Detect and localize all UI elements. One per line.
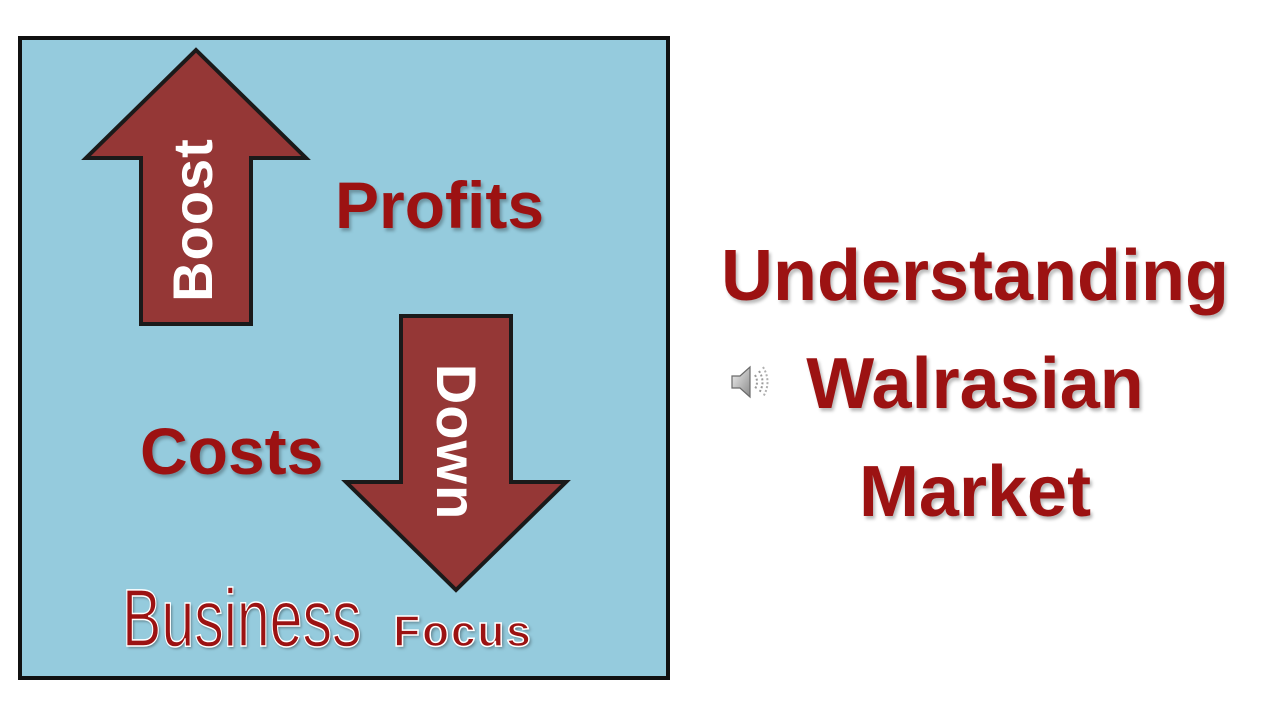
title-line-3: Market: [858, 452, 1092, 532]
title-line-1: Understanding: [720, 236, 1229, 316]
speaker-icon[interactable]: [728, 360, 772, 404]
business-focus-wordmark: Business Focus: [121, 573, 533, 664]
boost-label: Boost: [161, 138, 224, 302]
slide-title: Understanding Walrasian Market: [680, 222, 1270, 546]
costs-label: Costs: [140, 414, 324, 488]
title-line-2: Walrasian: [806, 344, 1144, 424]
focus-label: Focus: [392, 607, 533, 656]
down-label: Down: [425, 363, 488, 521]
business-label: Business: [121, 573, 362, 664]
down-arrow-icon: [341, 314, 571, 593]
profits-label: Profits: [335, 168, 545, 242]
up-arrow-icon: [81, 47, 311, 326]
